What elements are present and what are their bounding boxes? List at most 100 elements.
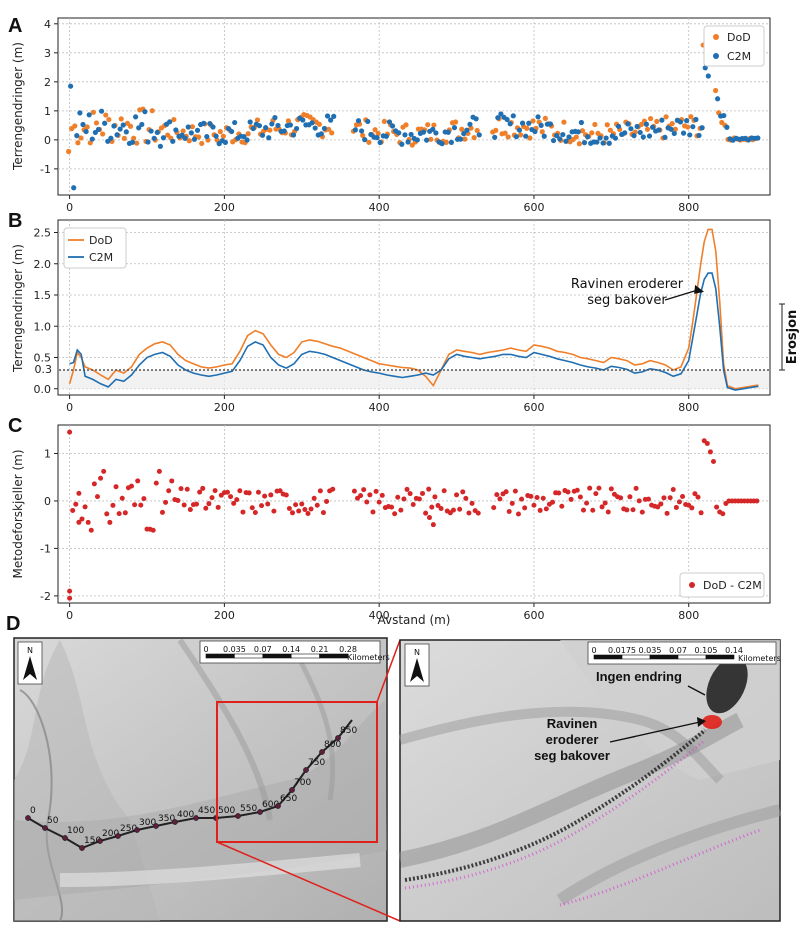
chart-c-point	[175, 498, 181, 504]
chart-c-point	[423, 510, 429, 516]
chart-c-point	[689, 505, 695, 511]
chart-b-ytick-0: 0.0	[34, 383, 52, 396]
chart-a-point-dod	[471, 135, 477, 141]
chart-c-point	[116, 511, 122, 517]
chart-a-point-c2m	[139, 121, 145, 128]
chart-c: 0 200 400 600 800 -2 -1 0 1 Metodeforskjeller (m…	[11, 424, 771, 627]
chainage-point-1	[42, 825, 48, 831]
chart-a-point-c2m	[80, 121, 86, 128]
chart-a-point-c2m	[554, 132, 560, 139]
chart-a-point-dod	[375, 130, 381, 137]
legend-c-diff: DoD - C2M	[703, 579, 762, 592]
chart-c-point	[277, 488, 283, 494]
chart-a-point-c2m	[687, 132, 693, 138]
scaleRightTicks-tick-1: 0.0175	[608, 646, 636, 655]
chart-a-point-c2m	[603, 135, 609, 141]
chart-a-point-dod	[524, 125, 530, 131]
chart-a-point-c2m	[129, 139, 136, 145]
chart-a-point-c2m	[173, 127, 179, 133]
chart-a-point-c2m	[414, 137, 420, 143]
north-arrow-right: N	[404, 643, 430, 687]
chart-c-point	[296, 508, 302, 514]
chart-c-point	[119, 495, 125, 501]
chart-b-ytick-3: 1.5	[34, 289, 52, 302]
chart-c-point	[169, 478, 175, 484]
map-right-label-gully-2: eroderer	[546, 732, 599, 747]
chart-c-point	[184, 486, 190, 492]
chart-b-legend: DoD C2M	[63, 227, 127, 269]
chart-c-point	[289, 510, 295, 516]
panel-letter-c: C	[8, 415, 22, 437]
chart-c-point	[692, 491, 698, 497]
chart-a-point-c2m	[250, 125, 256, 132]
chart-a-point-c2m	[136, 125, 142, 131]
chart-a-point-c2m	[160, 135, 167, 141]
chart-a-point-c2m	[702, 65, 708, 71]
chart-c-point	[450, 507, 456, 513]
chart-c-point	[370, 509, 376, 515]
chart-a-xtick-1: 200	[214, 201, 235, 214]
chart-c-point	[704, 440, 710, 446]
chart-c-point	[187, 507, 193, 513]
chart-a-point-c2m	[386, 119, 393, 125]
chart-a-point-c2m	[102, 120, 108, 126]
chart-a-point-c2m	[309, 120, 315, 126]
chart-a-point-c2m	[408, 131, 414, 138]
chart-a-point-c2m	[547, 121, 554, 127]
chart-c-point	[166, 488, 172, 494]
chart-a-point-c2m	[77, 110, 83, 116]
chart-a-point-dod	[713, 87, 719, 94]
chart-c-point	[593, 491, 599, 497]
chart-a-point-c2m	[584, 134, 591, 140]
chart-a-point-c2m	[396, 130, 402, 136]
chart-a-point-c2m	[461, 131, 467, 137]
chart-a-point-c2m	[755, 135, 761, 141]
zoom-connector-top	[376, 639, 401, 703]
chart-c-point	[132, 502, 138, 508]
chart-a-point-c2m	[637, 129, 643, 136]
chart-a-point-dod	[589, 130, 595, 136]
chart-c-point	[237, 488, 243, 494]
chart-a-point-dod	[527, 135, 533, 141]
chart-a-point-dod	[171, 116, 177, 123]
chart-a-point-dod	[644, 126, 651, 132]
chart-c-point	[695, 494, 701, 500]
chart-a-point-c2m	[405, 139, 411, 145]
chart-a-point-dod	[285, 118, 291, 124]
chart-c-point	[122, 510, 128, 516]
chart-c-point	[506, 508, 512, 514]
chart-a-point-c2m	[668, 126, 674, 132]
chainage-point-13	[275, 803, 281, 809]
chart-c-point	[398, 507, 404, 513]
chart-c-point	[426, 486, 432, 492]
chart-a-point-c2m	[693, 116, 699, 123]
chart-a-point-c2m	[318, 131, 324, 137]
chart-a-point-dod	[443, 139, 449, 145]
chart-a-point-dod	[329, 130, 335, 136]
chart-c-point	[608, 486, 614, 492]
chart-b-xtick-2: 400	[369, 401, 390, 414]
chart-a-point-dod	[607, 127, 613, 133]
chart-b-grid	[58, 220, 770, 395]
chart-a-point-c2m	[331, 113, 337, 119]
chart-a-point-c2m	[510, 113, 516, 119]
chart-c-point	[85, 519, 91, 525]
chart-a-point-dod	[663, 114, 669, 120]
chart-c-point	[314, 502, 320, 508]
chart-a-point-dod	[360, 132, 366, 139]
chart-a-point-c2m	[402, 132, 408, 138]
chart-a-point-c2m	[640, 134, 646, 140]
chart-c-point	[367, 492, 373, 498]
chart-c-point	[618, 495, 624, 501]
chart-a-point-c2m	[532, 128, 538, 135]
chainage-point-3	[79, 845, 85, 851]
chart-a-point-c2m	[696, 132, 702, 139]
chart-a-point-c2m	[300, 117, 306, 123]
chart-a-point-c2m	[550, 137, 557, 144]
chart-a-point-c2m	[111, 123, 117, 129]
chart-b-ylabel: Terrengendringer (m)	[11, 244, 25, 373]
chart-a-point-c2m	[324, 113, 331, 119]
chart-c-xtick-3: 600	[523, 609, 544, 622]
chart-c-point	[76, 519, 82, 525]
